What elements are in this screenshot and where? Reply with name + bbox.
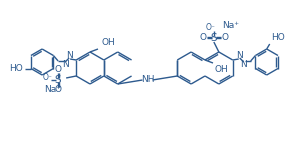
Text: N: N xyxy=(240,60,247,69)
Text: S: S xyxy=(211,33,217,43)
Text: Na⁺: Na⁺ xyxy=(222,22,239,30)
Text: O: O xyxy=(55,66,62,74)
Text: NH: NH xyxy=(141,75,154,84)
Text: HO: HO xyxy=(9,64,23,73)
Text: O: O xyxy=(55,86,62,95)
Text: OH: OH xyxy=(102,38,116,47)
Text: N: N xyxy=(62,60,69,69)
Text: N: N xyxy=(66,51,73,60)
Text: OH: OH xyxy=(215,65,229,74)
Text: HO: HO xyxy=(271,33,285,42)
Text: O: O xyxy=(221,34,228,43)
Text: S: S xyxy=(55,75,62,85)
Text: O: O xyxy=(199,34,206,43)
Text: O⁻: O⁻ xyxy=(206,22,216,31)
Text: N: N xyxy=(236,51,243,60)
Text: Na⁺: Na⁺ xyxy=(44,86,61,95)
Text: O⁻: O⁻ xyxy=(42,74,52,82)
